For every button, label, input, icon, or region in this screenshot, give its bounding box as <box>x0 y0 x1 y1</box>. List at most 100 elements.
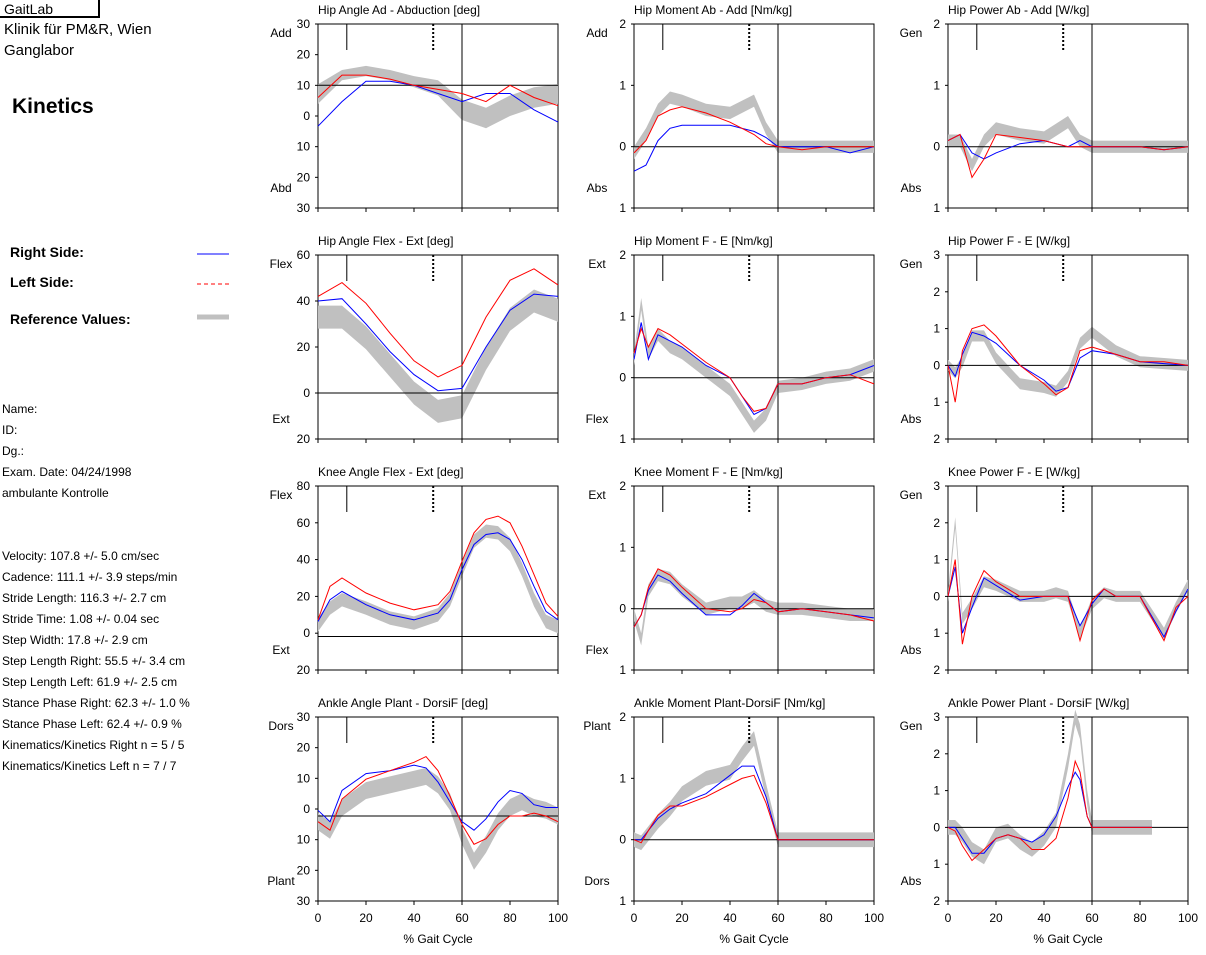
y-tick-label: 2 <box>619 710 626 724</box>
right-series-line <box>317 293 559 392</box>
chart-frame <box>633 485 875 671</box>
left-series-line <box>633 774 874 844</box>
bottom-direction-label: Abd <box>270 181 291 195</box>
y-tick-label: 1 <box>933 395 940 409</box>
x-axis-label: % Gait Cycle <box>719 932 789 946</box>
left-series-line <box>317 755 559 845</box>
x-tick-label: 20 <box>359 911 373 925</box>
x-tick-label: 60 <box>455 911 469 925</box>
chart-panel: 30 20 10 0 10 20 30 Hip Angle Ad - Abduction [d… <box>270 3 559 215</box>
patient-name: Name: <box>2 402 38 416</box>
bottom-direction-label: Abs <box>901 181 922 195</box>
stat-line: Stride Time: 1.08 +/- 0.04 sec <box>2 612 160 626</box>
x-tick-label: 100 <box>548 911 568 925</box>
y-tick-label: 20 <box>297 432 311 446</box>
stat-line: Stride Length: 116.3 +/- 2.7 cm <box>2 591 167 605</box>
chart-frame <box>317 23 559 209</box>
stat-line: Velocity: 107.8 +/- 5.0 cm/sec <box>2 549 160 563</box>
y-tick-label: 0 <box>619 140 626 154</box>
x-tick-label: 60 <box>1085 911 1099 925</box>
left-series-line <box>317 74 559 107</box>
y-tick-label: 30 <box>297 17 311 31</box>
bottom-direction-label: Dors <box>584 874 609 888</box>
chart-panel: 2 1 0 1 Hip Moment Ab - Add [Nm/kg] Add Abs <box>586 3 875 215</box>
y-tick-label: 0 <box>933 140 940 154</box>
exam-note: ambulante Kontrolle <box>2 486 109 500</box>
y-tick-label: 1 <box>619 894 626 908</box>
chart-frame <box>317 485 559 671</box>
chart-title: Hip Moment F - E [Nm/kg] <box>634 234 773 248</box>
chart-frame <box>947 23 1189 209</box>
right-series-line <box>948 771 1152 854</box>
top-direction-label: Flex <box>270 257 293 271</box>
left-series-line <box>947 324 1189 403</box>
patient-id: ID: <box>2 423 18 437</box>
y-tick-label: 10 <box>297 833 311 847</box>
bottom-direction-label: Flex <box>586 412 609 426</box>
stat-line: Kinematics/Kinetics Right n = 5 / 5 <box>2 738 185 752</box>
top-direction-label: Add <box>586 26 607 40</box>
y-tick-label: 1 <box>933 784 940 798</box>
y-tick-label: 3 <box>933 710 940 724</box>
top-direction-label: Plant <box>583 719 611 733</box>
right-series-line <box>317 764 558 831</box>
stat-line: Step Length Right: 55.5 +/- 3.4 cm <box>2 654 186 668</box>
y-tick-label: 1 <box>933 857 940 871</box>
x-tick-label: 40 <box>723 911 737 925</box>
bottom-direction-label: Abs <box>901 874 922 888</box>
top-direction-label: Gen <box>900 719 923 733</box>
y-tick-label: 40 <box>297 294 311 308</box>
y-tick-label: 1 <box>619 201 626 215</box>
left-series-line <box>947 759 1152 862</box>
left-series-line <box>633 568 875 628</box>
y-tick-label: 1 <box>933 201 940 215</box>
reference-band <box>634 568 874 646</box>
top-direction-label: Flex <box>270 488 293 502</box>
chart-title: Knee Power F - E [W/kg] <box>948 465 1080 479</box>
chart-title: Knee Moment F - E [Nm/kg] <box>634 465 783 479</box>
y-tick-label: 1 <box>619 540 626 554</box>
chart-frame <box>947 485 1189 671</box>
top-direction-label: Gen <box>900 488 923 502</box>
left-series-line <box>633 106 874 154</box>
y-tick-label: 80 <box>297 479 311 493</box>
stat-line: Stance Phase Right: 62.3 +/- 1.0 % <box>2 696 190 710</box>
chart-panel: 2 1 0 1 Knee Moment F - E [Nm/kg] Ext Flex <box>586 465 875 677</box>
chart-title: Ankle Angle Plant - DorsiF [deg] <box>318 696 488 710</box>
x-tick-label: 60 <box>771 911 785 925</box>
x-tick-label: 0 <box>631 911 638 925</box>
page-title: Kinetics <box>12 95 94 118</box>
reference-band <box>634 91 874 159</box>
left-series-line <box>317 268 559 378</box>
reference-band <box>318 767 558 870</box>
x-tick-label: 80 <box>503 911 517 925</box>
chart-title: Hip Angle Flex - Ext [deg] <box>318 234 453 248</box>
chart-frame <box>947 254 1189 440</box>
right-series-line <box>317 532 559 622</box>
y-tick-label: 2 <box>619 17 626 31</box>
y-tick-label: 2 <box>933 894 940 908</box>
y-tick-label: 1 <box>619 309 626 323</box>
top-direction-label: Ext <box>588 488 606 502</box>
y-tick-label: 0 <box>303 626 310 640</box>
legend-ref-label: Reference Values: <box>10 311 131 327</box>
y-tick-label: 1 <box>619 432 626 446</box>
right-series-line <box>947 566 1189 638</box>
reference-band <box>318 65 558 129</box>
chart-title: Hip Angle Ad - Abduction [deg] <box>318 3 480 17</box>
bottom-direction-label: Abs <box>901 412 922 426</box>
y-tick-label: 2 <box>933 17 940 31</box>
y-tick-label: 2 <box>933 663 940 677</box>
reference-band <box>948 709 1152 865</box>
chart-panel: 2 1 0 1 Hip Power Ab - Add [W/kg] Gen Abs <box>900 3 1189 215</box>
y-tick-label: 1 <box>933 626 940 640</box>
chart-panel: 2 1 0 1 Hip Moment F - E [Nm/kg] Ext Flex <box>586 234 875 446</box>
bottom-direction-label: Plant <box>267 874 295 888</box>
y-tick-label: 0 <box>933 820 940 834</box>
y-tick-label: 30 <box>297 710 311 724</box>
left-series-line <box>947 559 1189 645</box>
